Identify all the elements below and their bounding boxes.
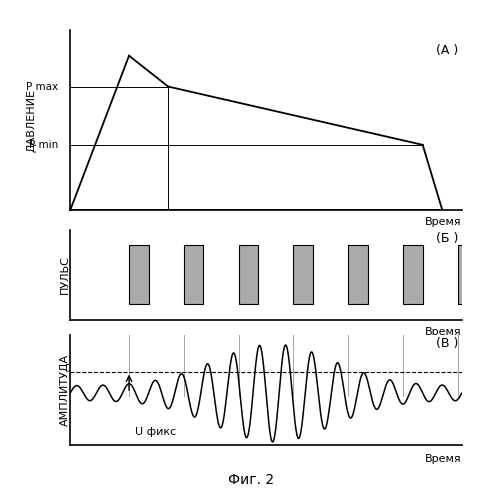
Bar — [183, 246, 203, 304]
Text: (В ): (В ) — [435, 337, 457, 350]
Text: Время: Время — [424, 327, 461, 337]
Bar — [402, 246, 422, 304]
Y-axis label: ПУЛЬС: ПУЛЬС — [60, 256, 70, 294]
Text: Время: Время — [424, 217, 461, 227]
Bar — [348, 246, 367, 304]
Bar — [238, 246, 258, 304]
Y-axis label: ДАВЛЕНИЕ: ДАВЛЕНИЕ — [27, 88, 37, 152]
Text: Время: Время — [424, 454, 461, 464]
Text: (А ): (А ) — [435, 44, 457, 58]
Text: (Б ): (Б ) — [435, 232, 457, 245]
Bar — [293, 246, 313, 304]
Text: U фикс: U фикс — [135, 427, 176, 437]
Bar — [129, 246, 148, 304]
Y-axis label: АМПЛИТУДА: АМПЛИТУДА — [60, 354, 70, 426]
Bar — [457, 246, 476, 304]
Text: Фиг. 2: Фиг. 2 — [227, 474, 274, 488]
Text: Р max: Р max — [27, 82, 59, 92]
Text: Р min: Р min — [29, 140, 59, 150]
